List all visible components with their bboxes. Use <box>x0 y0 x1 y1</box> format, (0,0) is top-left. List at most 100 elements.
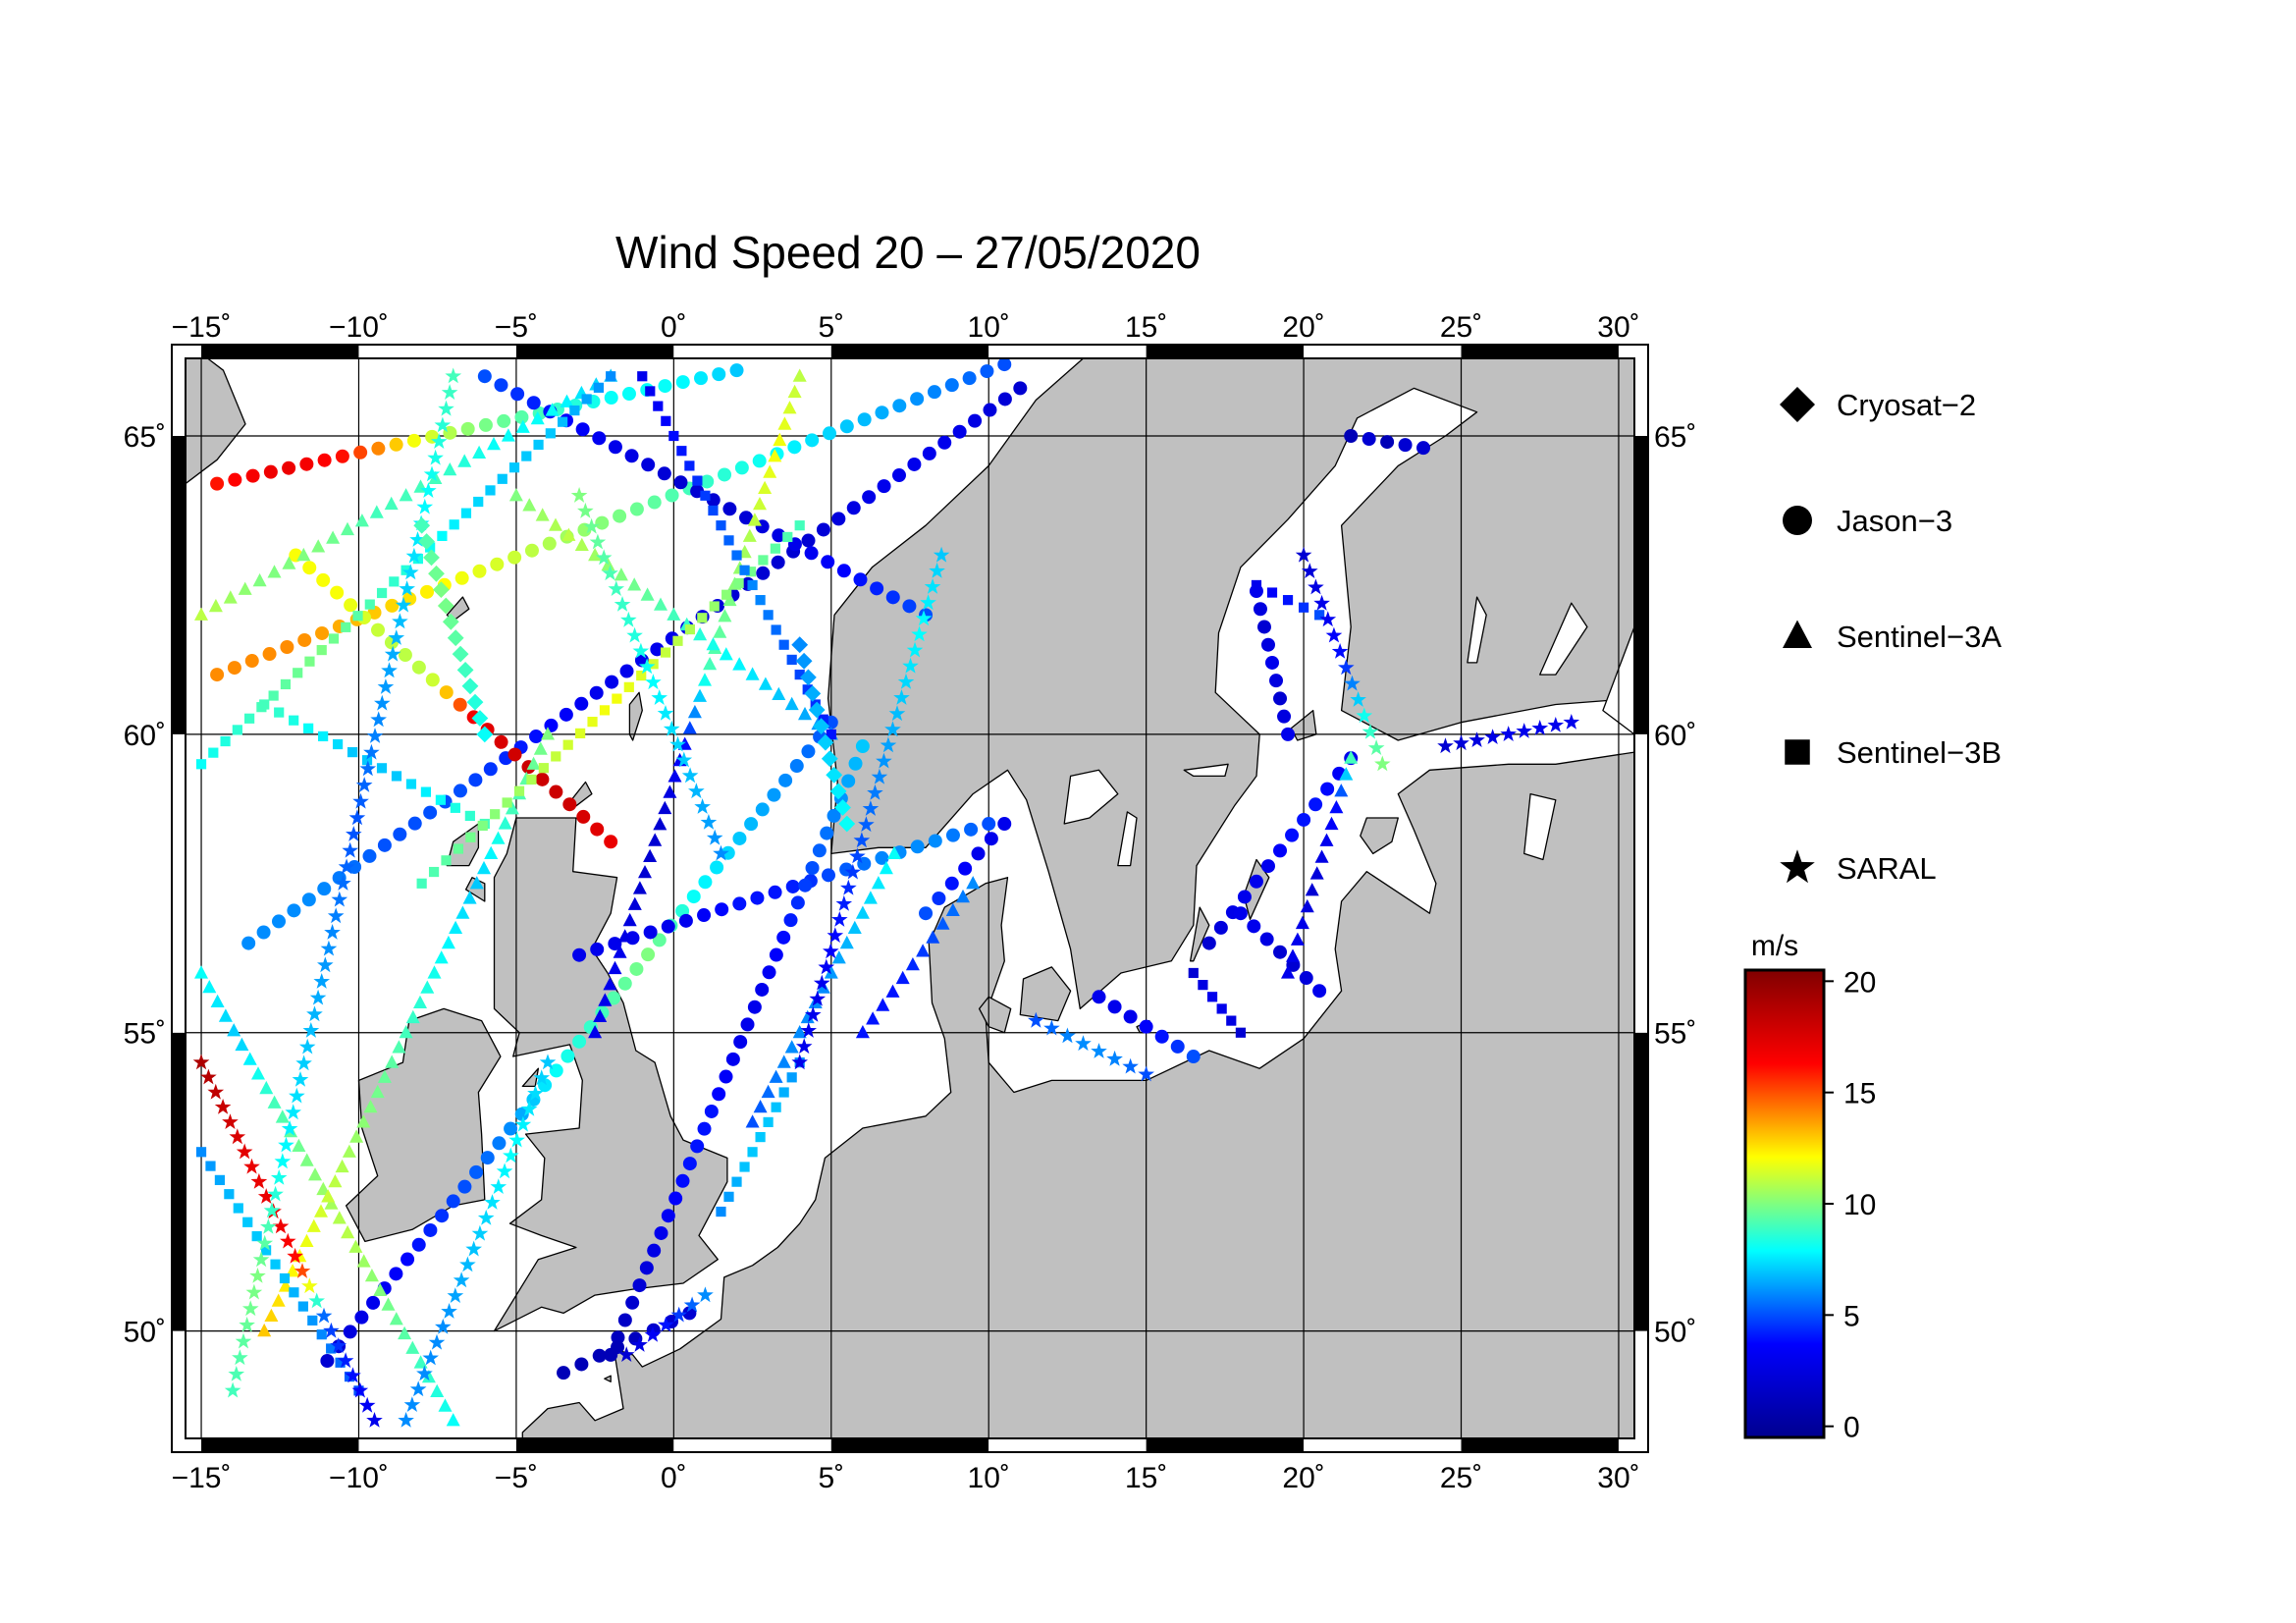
track-point-circle <box>617 976 632 991</box>
frame-segment <box>1461 1439 1619 1451</box>
track-point-circle <box>982 817 996 832</box>
track-point-circle <box>944 378 959 393</box>
track-point-circle <box>639 1261 654 1275</box>
track-point-circle <box>245 468 260 483</box>
track-point-triangle <box>398 1325 412 1340</box>
track-point-triangle <box>776 1055 791 1068</box>
track-point-triangle <box>1344 750 1359 764</box>
track-point-star <box>256 1234 274 1251</box>
land-saaremaa <box>1360 817 1399 855</box>
track-point-star <box>897 673 915 689</box>
track-point-triangle <box>420 980 435 994</box>
track-point-star <box>250 1172 268 1189</box>
series-saral <box>192 367 1580 1428</box>
track-point-circle <box>453 697 467 712</box>
track-point-circle <box>210 668 225 682</box>
longitude-tick-label: 0˚ <box>661 1462 687 1494</box>
track-point-circle <box>798 878 813 893</box>
colorbar-unit-label: m/s <box>1751 930 1798 962</box>
track-point-star <box>1344 675 1361 691</box>
track-point-circle <box>490 557 505 571</box>
track-point-star <box>381 662 398 678</box>
track-point-circle <box>1260 859 1275 874</box>
track-point-circle <box>629 961 644 976</box>
track-point-star <box>1356 707 1373 724</box>
legend-triangle-icon <box>1783 620 1812 648</box>
track-point-square <box>794 669 805 680</box>
track-point-triangle <box>758 480 773 494</box>
track-point-star <box>1325 626 1343 643</box>
track-point-star <box>880 736 897 753</box>
track-point-square <box>208 747 219 758</box>
track-point-star <box>331 891 348 907</box>
track-point-star <box>243 1158 260 1174</box>
track-point-star <box>804 1005 822 1022</box>
track-point-circle <box>1260 637 1275 652</box>
track-point-star <box>295 1055 312 1071</box>
track-point-triangle <box>763 464 777 478</box>
track-point-triangle <box>405 1009 420 1024</box>
track-point-circle <box>371 441 386 456</box>
track-point-triangle <box>966 876 981 890</box>
track-point-triangle <box>863 891 878 904</box>
track-point-triangle <box>267 1095 282 1109</box>
track-point-triangle <box>926 930 940 944</box>
track-point-circle <box>557 1366 571 1380</box>
track-point-circle <box>1201 936 1216 950</box>
series-sentinel-3b <box>195 371 1325 1396</box>
track-point-square <box>684 460 695 471</box>
track-point-triangle <box>316 1181 331 1196</box>
track-point-circle <box>256 925 271 940</box>
track-point-triangle <box>719 647 733 661</box>
track-point-star <box>270 1169 288 1185</box>
track-point-circle <box>997 392 1012 406</box>
track-point-circle <box>712 367 726 382</box>
track-point-star <box>200 1068 217 1085</box>
legend-label: Sentinel−3A <box>1837 620 2002 654</box>
track-point-star <box>366 1412 383 1428</box>
track-point-square <box>326 1343 337 1354</box>
track-point-circle <box>910 839 925 854</box>
track-point-triangle <box>385 1055 400 1068</box>
track-point-square <box>692 475 703 486</box>
longitude-tick-label: −10˚ <box>329 311 389 344</box>
series-cryosat-2 <box>413 516 856 833</box>
track-point-star <box>835 894 853 911</box>
track-point-star <box>324 924 341 940</box>
longitude-tick-label: −10˚ <box>329 1462 389 1494</box>
track-point-circle <box>608 937 622 951</box>
track-point-triangle <box>389 1312 403 1325</box>
track-point-circle <box>377 838 392 852</box>
track-point-triangle <box>434 950 449 964</box>
land-gotland <box>1243 858 1270 920</box>
track-point-star <box>224 1381 241 1398</box>
track-point-circle <box>453 784 467 798</box>
track-point-triangle <box>545 403 560 416</box>
land-jersey <box>604 1375 612 1382</box>
track-point-square <box>437 530 448 541</box>
track-point-square <box>636 670 647 681</box>
frame-segment <box>1304 346 1462 357</box>
track-point-circle <box>1299 971 1313 986</box>
track-point-square <box>473 496 484 508</box>
track-point-star <box>1295 546 1312 563</box>
track-point-square <box>307 1315 318 1325</box>
track-point-circle <box>1380 435 1395 450</box>
track-point-triangle <box>879 860 893 875</box>
track-point-circle <box>590 822 605 837</box>
track-point-circle <box>919 906 934 921</box>
track-point-triangle <box>1329 800 1344 814</box>
track-point-triangle <box>1300 898 1314 913</box>
track-point-triangle <box>588 547 603 562</box>
track-point-star <box>245 1283 263 1300</box>
track-point-star <box>595 549 613 566</box>
track-point-square <box>1188 967 1199 979</box>
colorbar-ticks: 0 5 10 15 20 <box>1824 966 1876 1444</box>
track-point-triangle <box>373 1282 388 1296</box>
latitude-tick-label: 60˚ <box>1654 720 1696 752</box>
track-point-triangle <box>469 876 484 890</box>
track-point-circle <box>435 1209 450 1223</box>
track-point-square <box>733 577 744 589</box>
track-point-circle <box>1186 1050 1201 1064</box>
